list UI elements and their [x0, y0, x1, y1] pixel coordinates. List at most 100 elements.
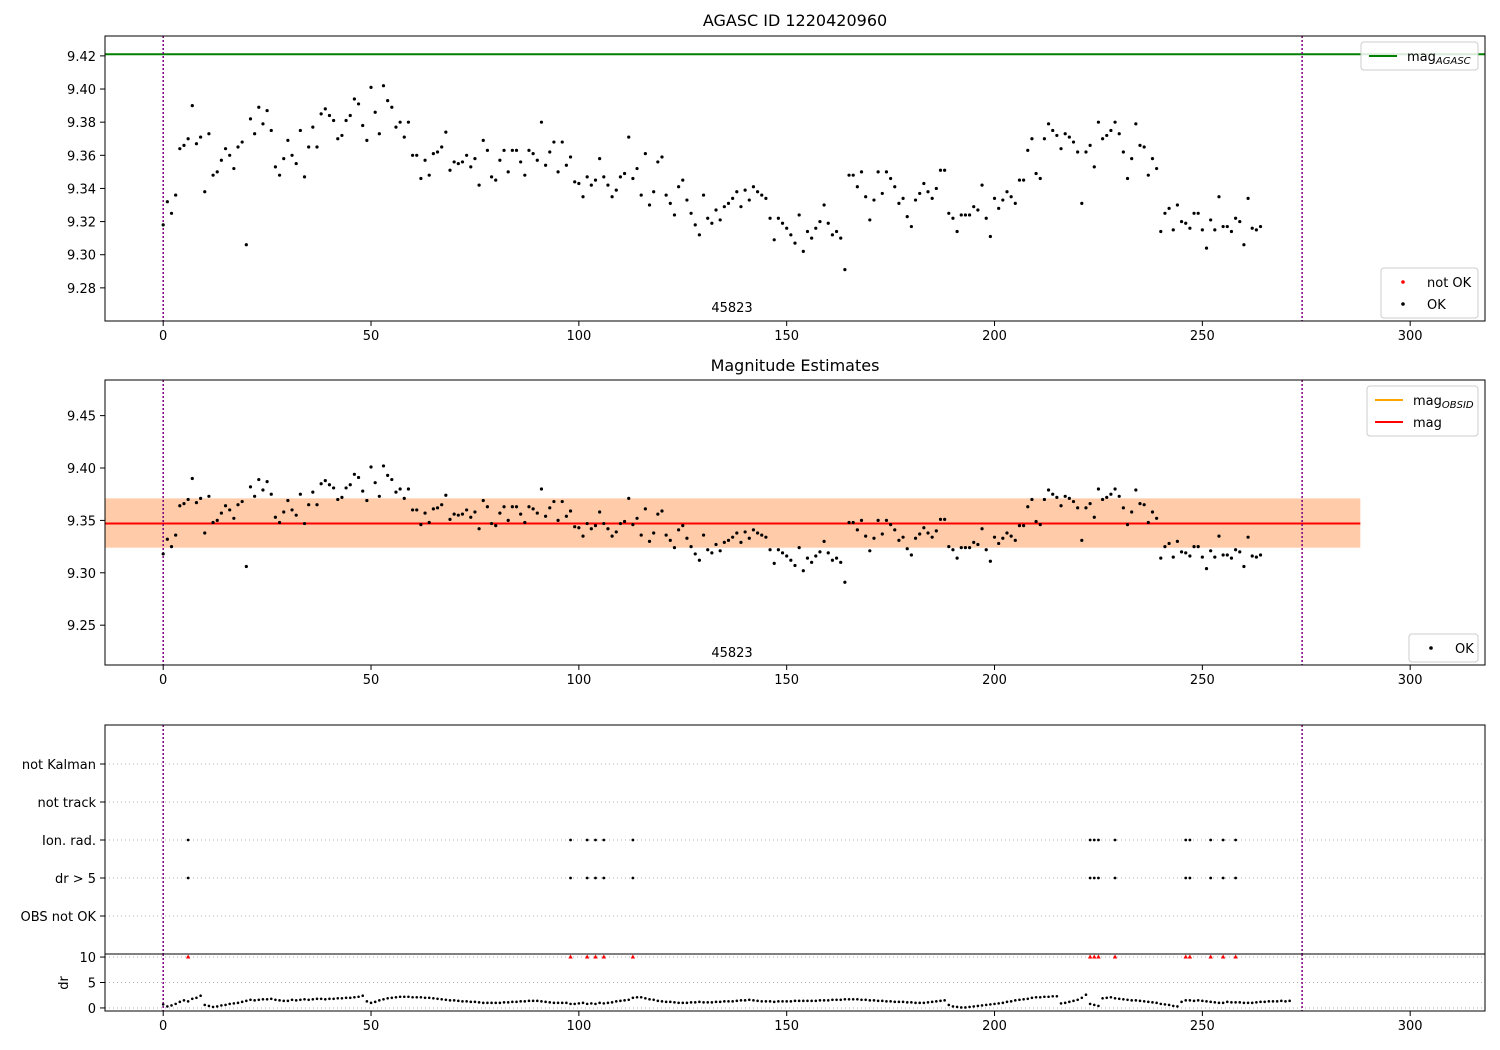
p2-ok-point [1217, 534, 1221, 538]
dr-point [1072, 999, 1075, 1003]
p1-ok-point [165, 200, 169, 204]
p1-ok-point [257, 105, 261, 109]
p2-ok-point [610, 534, 614, 538]
dr-point [810, 999, 813, 1003]
p2-ok-point [577, 526, 581, 530]
dr-point [959, 1006, 963, 1009]
p1-ok-point [589, 183, 593, 187]
p1-ok-point [872, 198, 876, 202]
p1-ok-point [510, 148, 514, 152]
dr-point [598, 1001, 601, 1005]
dr-point [1230, 1001, 1233, 1004]
dr-point [652, 998, 655, 1002]
p1-ok-point [1088, 143, 1092, 147]
p2-ok-point [1234, 548, 1238, 552]
p2-ok-point [460, 512, 465, 516]
p2-ok-point [552, 499, 556, 504]
dr-point [573, 1002, 576, 1006]
p1-ok-point [373, 110, 377, 114]
p2-ok-point [311, 490, 315, 494]
p2-ok-point [1051, 492, 1055, 496]
dr-point [702, 1001, 705, 1004]
dr-point [282, 999, 286, 1003]
p2-ok-point [930, 535, 934, 539]
p1-ok-point [473, 157, 477, 161]
dr-point [747, 998, 751, 1002]
dr-point [1225, 1000, 1229, 1004]
p2-ok-point [739, 540, 743, 545]
p1-ok-point [1192, 211, 1196, 215]
p2-ok-point [369, 465, 373, 469]
p2-ok-point [859, 518, 864, 523]
p2-ok-point [298, 492, 302, 496]
dr-point [249, 998, 252, 1002]
p1-ok-point [810, 236, 814, 240]
p2-ok-point [169, 544, 174, 549]
dr-point [951, 1005, 955, 1008]
dr-point [253, 999, 256, 1002]
p2-ok-point [851, 520, 855, 525]
p2-ok-point [1017, 524, 1022, 528]
flag-row-label: not track [37, 796, 96, 811]
p1-ok-point [847, 173, 851, 177]
dr-point [731, 1000, 734, 1003]
p2-ok-point [706, 548, 710, 552]
p1-ok-point [1163, 211, 1167, 215]
p1-ok-point [1100, 137, 1105, 141]
p1-ok-point [785, 226, 789, 230]
p1-ok-point [232, 166, 236, 171]
p2-legend-bottom-entry-label: OK [1455, 642, 1474, 657]
p1-ok-point [959, 213, 963, 217]
p2-ok-point [381, 464, 386, 468]
dr-point [1117, 997, 1121, 1001]
p1-ok-point [967, 213, 972, 217]
p2-ok-point [485, 505, 490, 509]
p1-ok-point [1084, 150, 1088, 154]
p1-ytick-label: 9.32 [67, 216, 96, 231]
p2-ok-point [938, 517, 943, 521]
p2-xtick-label: 300 [1398, 673, 1423, 688]
dr-point [556, 1001, 560, 1005]
dr-point [207, 1004, 211, 1008]
p1-ok-point [855, 185, 859, 189]
dr-point [789, 1000, 793, 1003]
p1-ok-point [1213, 228, 1217, 232]
dr-point [627, 998, 631, 1002]
dr-point [548, 1001, 552, 1004]
p1-xtick-label: 0 [159, 329, 167, 344]
p4-ytick-label: 0 [88, 1002, 96, 1017]
p2-ok-point [277, 520, 282, 525]
p1-ok-point [1204, 246, 1209, 250]
p1-ok-point [635, 166, 639, 171]
p2-ok-point [785, 554, 789, 558]
dr-point [585, 1002, 589, 1006]
panel1-obsid-label: 45823 [711, 301, 752, 316]
p2-legend-bottom-swatch [1429, 646, 1433, 650]
dr-point [506, 1001, 510, 1004]
dr-point [727, 1000, 730, 1003]
dr-point [889, 1000, 892, 1003]
dr-point [332, 997, 335, 1001]
p1-ok-point [340, 133, 344, 138]
p1-ok-point [244, 243, 248, 247]
p1-ok-point [697, 233, 701, 237]
p2-ok-point [373, 481, 377, 485]
p2-ok-point [1038, 522, 1042, 527]
p2-ok-point [161, 552, 165, 556]
p2-xtick-label: 200 [982, 673, 1007, 688]
p2-ok-point [257, 477, 261, 482]
dr-point [224, 1003, 227, 1007]
p2-ok-point [352, 472, 356, 476]
p2-ok-point [199, 496, 203, 501]
p1-ok-point [714, 208, 718, 212]
p1-ok-point [610, 195, 614, 199]
p1-ok-point [348, 113, 352, 118]
p1-xtick-label: 300 [1398, 329, 1423, 344]
dr-point [1080, 996, 1084, 1000]
p2-ok-point [755, 531, 760, 535]
dr-point [710, 1001, 714, 1004]
p2-ok-point [1030, 497, 1034, 502]
p1-ok-point [265, 108, 269, 113]
p1-ok-point [747, 198, 751, 202]
p1-ok-point [893, 185, 897, 189]
